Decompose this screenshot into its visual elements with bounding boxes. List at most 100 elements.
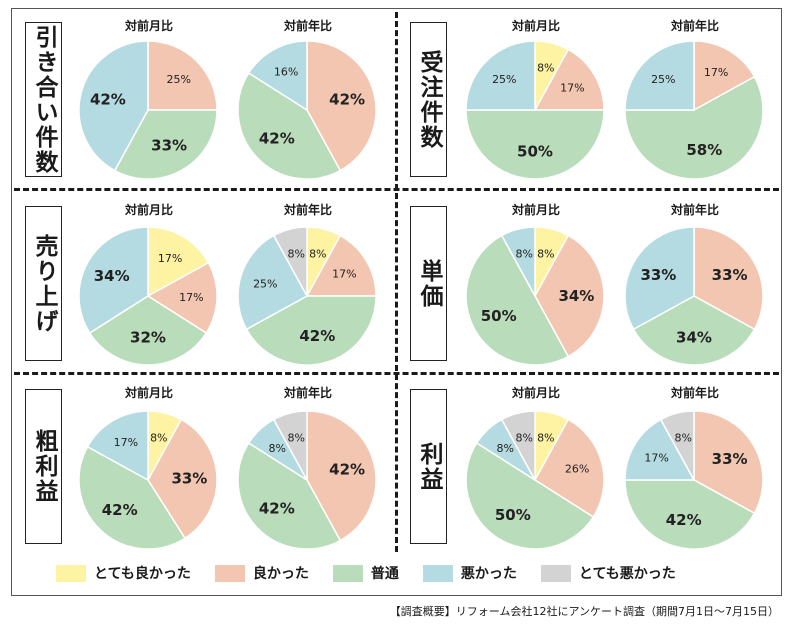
pie-slice (147, 40, 218, 111)
pie-slice (237, 71, 342, 180)
pie-slice-label: 33% (171, 470, 207, 488)
legend: とても良かった 良かった 普通 悪かった とても悪かった (56, 562, 756, 584)
pie-slice-label: 8% (515, 247, 532, 260)
pie-slice (78, 445, 187, 550)
pie-slice (305, 234, 377, 297)
pie-slice-label: 8% (496, 442, 513, 455)
pie-title: 対前年比 (283, 386, 332, 400)
pie-slice-label: 42% (299, 327, 335, 345)
pie-slice (147, 418, 218, 540)
pie-slice-label: 34% (94, 267, 130, 285)
pie-slice (624, 418, 696, 481)
pie-slice (113, 109, 218, 180)
pie-slice-label: 8% (537, 61, 554, 74)
legend-label: 普通 (370, 566, 399, 582)
divider-v (395, 12, 398, 552)
pie-title: 対前月比 (511, 19, 560, 33)
pie-slice-label: 42% (329, 91, 365, 109)
legend-item: とても良かった (56, 563, 191, 583)
pie-slice-label: 33% (712, 450, 748, 468)
pie-slice-label: 42% (259, 499, 295, 517)
pie-title: 対前月比 (124, 386, 173, 400)
pie-slice-label: 34% (676, 328, 712, 346)
pie-slice-label: 17% (560, 81, 584, 94)
pie-title: 対前月比 (124, 19, 173, 33)
pie-slice (693, 410, 764, 515)
pie-slice-label: 34% (558, 287, 594, 305)
legend-swatch (540, 564, 571, 582)
pie-slice (624, 75, 764, 180)
pie-title: 対前月比 (511, 203, 560, 217)
pie-title: 対前月比 (511, 386, 560, 400)
pie-slice (88, 295, 208, 366)
section-label-inquiries: 引き合い件数 (25, 22, 62, 177)
pie-slice (78, 226, 149, 335)
pie-slice (624, 226, 695, 331)
pie-slice (693, 40, 756, 112)
legend-item: 良かった (214, 563, 309, 583)
pie-slice (465, 234, 570, 366)
pie-slice-label: 42% (329, 461, 365, 479)
pie-slice-label: 25% (492, 73, 516, 86)
pie-slice-label: 42% (259, 129, 295, 147)
pie-slice (306, 40, 377, 172)
pie-slice (465, 109, 605, 180)
survey-footnote: 【調査概要】リフォーム会社12社にアンケート調査（期間7月1日〜7月15日） (389, 605, 779, 618)
pie-slice-label: 42% (666, 511, 702, 529)
pie-slice-label: 42% (90, 91, 126, 109)
pie-slice-label: 8% (268, 442, 285, 455)
pie-slice-label: 33% (151, 137, 187, 155)
pie-slice-label: 25% (651, 73, 675, 86)
pie-slice (693, 226, 764, 331)
pie-slice (247, 40, 308, 112)
pie-slice-label: 33% (640, 266, 676, 284)
pie-slice-label: 25% (166, 73, 190, 86)
pie-slice-label: 26% (565, 463, 589, 476)
pie-slice-label: 50% (517, 142, 553, 160)
pie-slice-label: 58% (686, 141, 722, 159)
pie-slice (500, 410, 536, 481)
legend-swatch (332, 564, 363, 582)
pie-slice (237, 234, 309, 331)
pie-title: 対前年比 (283, 19, 332, 33)
pie-slice-label: 32% (130, 328, 166, 346)
section-label-profit: 利益 (410, 389, 447, 544)
pie-slice-label: 17% (332, 267, 356, 280)
pie-slice (147, 226, 210, 298)
pie-slice-label: 25% (253, 277, 277, 290)
legend-swatch (422, 564, 453, 582)
pie-slice-label: 8% (287, 247, 304, 260)
pie-slice (465, 40, 536, 111)
pie-slice-label: 8% (150, 431, 167, 444)
legend-label: 悪かった (460, 566, 517, 582)
legend-label: とても悪かった (578, 566, 676, 582)
pie-slice (78, 40, 149, 172)
legend-item: とても悪かった (540, 563, 676, 583)
pie-slice (237, 441, 342, 550)
pie-slice-label: 17% (114, 436, 138, 449)
pie-title: 対前年比 (670, 203, 719, 217)
pie-slice-label: 17% (644, 451, 668, 464)
pie-slice-label: 17% (158, 252, 182, 265)
pie-slice (533, 48, 605, 111)
section-label-unit-price: 単価 (410, 206, 447, 361)
pie-slice (624, 479, 756, 550)
pie-slice (500, 226, 536, 297)
pie-slice-label: 8% (515, 431, 532, 444)
legend-item: 悪かった (422, 563, 517, 583)
pie-slice-label: 50% (481, 307, 517, 325)
chart-frame (11, 8, 782, 596)
section-label-gross-profit: 粗利益 (25, 389, 62, 544)
pie-slice (86, 410, 149, 482)
legend-label: 良かった (252, 566, 309, 582)
pie-slice (659, 410, 695, 481)
pie-slice-label: 16% (274, 65, 298, 78)
legend-item: 普通 (332, 563, 399, 583)
pie-slice-label: 50% (495, 506, 531, 524)
pie-slice-label: 8% (287, 431, 304, 444)
pie-slice-label: 17% (179, 291, 203, 304)
pie-slice (272, 226, 308, 297)
pie-title: 対前年比 (283, 203, 332, 217)
legend-swatch (214, 564, 245, 582)
